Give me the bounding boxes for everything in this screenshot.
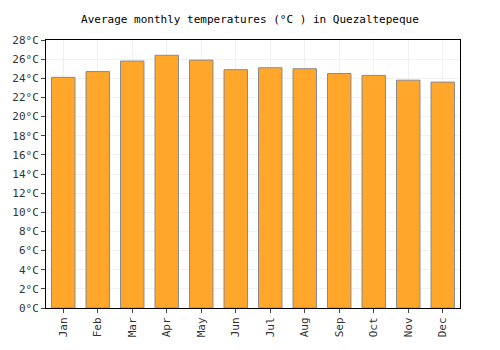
svg-text:Sep: Sep [333, 317, 346, 337]
svg-text:28°C: 28°C [12, 34, 39, 47]
svg-text:Apr: Apr [160, 317, 173, 337]
svg-text:Aug: Aug [298, 317, 311, 337]
svg-text:18°C: 18°C [12, 130, 39, 143]
svg-text:Jun: Jun [229, 317, 242, 337]
svg-text:20°C: 20°C [12, 110, 39, 123]
svg-text:Oct: Oct [367, 317, 380, 337]
svg-text:Average monthly temperatures (: Average monthly temperatures (°C ) in Qu… [81, 13, 419, 26]
svg-text:2°C: 2°C [19, 283, 39, 296]
svg-text:Jul: Jul [264, 317, 277, 337]
svg-text:10°C: 10°C [12, 206, 39, 219]
svg-text:Dec: Dec [436, 317, 449, 337]
svg-text:Feb: Feb [91, 317, 104, 337]
svg-text:May: May [195, 317, 208, 337]
svg-text:14°C: 14°C [12, 168, 39, 181]
svg-text:8°C: 8°C [19, 225, 39, 238]
svg-text:16°C: 16°C [12, 149, 39, 162]
svg-text:0°C: 0°C [19, 302, 39, 315]
svg-text:Mar: Mar [126, 317, 139, 337]
svg-text:12°C: 12°C [12, 187, 39, 200]
svg-text:Jan: Jan [57, 317, 70, 337]
svg-text:22°C: 22°C [12, 91, 39, 104]
svg-text:26°C: 26°C [12, 53, 39, 66]
svg-text:6°C: 6°C [19, 244, 39, 257]
svg-text:24°C: 24°C [12, 72, 39, 85]
svg-text:4°C: 4°C [19, 264, 39, 277]
svg-text:Nov: Nov [402, 317, 415, 337]
